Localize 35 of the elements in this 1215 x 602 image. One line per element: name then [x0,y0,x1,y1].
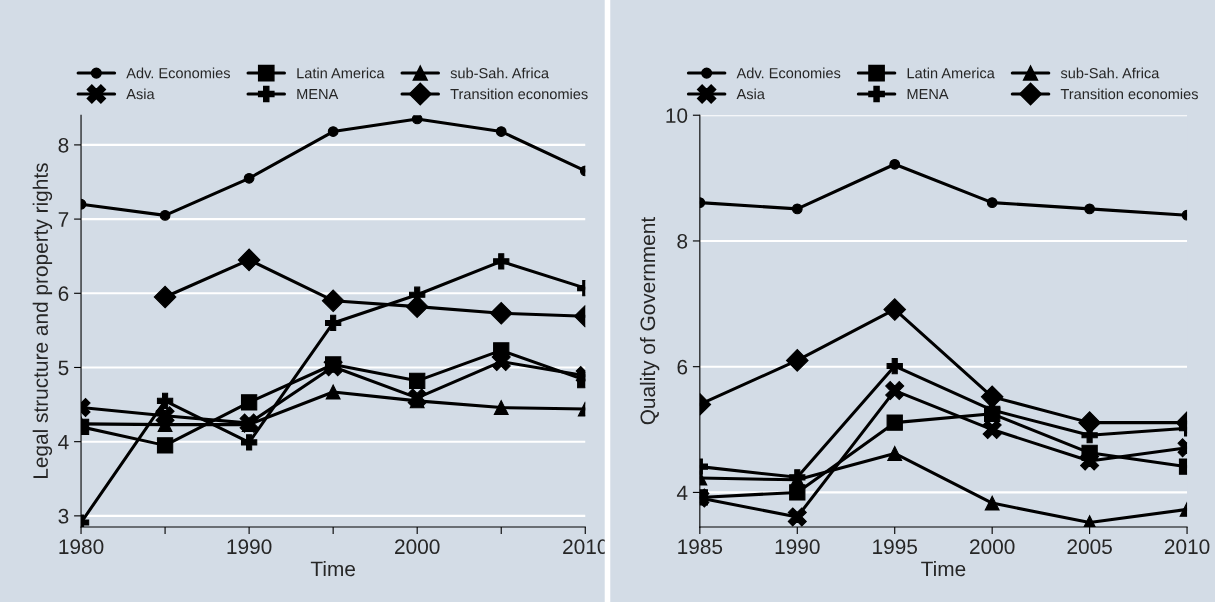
legend-label: Latin America [907,67,995,79]
y-tick-label: 8 [58,137,69,153]
y-tick-label: 6 [58,286,69,302]
legend-label: Asia [736,88,765,100]
y-tick-label: 5 [58,360,69,376]
x-tick-label: 1990 [775,539,820,555]
legend-label: Transition economies [1060,88,1198,100]
legend-label: MENA [297,89,339,100]
legend-label: sub-Sah. Africa [450,67,550,79]
legend-label: sub-Sah. Africa [1060,67,1160,79]
x-tick-label: 2010 [1164,539,1210,555]
x-tick-label: 1995 [873,539,918,555]
y-axis-title: Quality of Government [639,217,660,425]
x-tick-label: 1985 [678,539,723,555]
legend-label: Transition economies [450,88,588,100]
x-tick-label: 2000 [395,539,440,555]
y-axis-title: Legal structure and property rights [32,163,53,479]
x-tick-label: 2000 [970,539,1015,555]
x-tick-label: 2005 [1067,539,1112,555]
y-tick-label: 4 [58,434,69,450]
y-tick-label: 10 [666,108,688,123]
legend-label: Adv. Economies [126,67,231,79]
y-tick-label: 7 [58,212,69,227]
legend-label: MENA [907,89,949,100]
y-tick-label: 3 [58,508,69,524]
y-tick-label: 6 [677,359,688,375]
x-tick-label: 1990 [227,539,272,555]
legend-label: Asia [126,88,155,100]
y-tick-label: 4 [676,485,688,500]
legend-label: Latin America [297,67,385,79]
y-tick-label: 8 [677,233,688,249]
x-axis-title: Time [310,560,355,577]
x-tick-label: 1980 [59,539,104,555]
legend-label: Adv. Economies [736,67,841,79]
x-axis-title: Time [921,560,966,577]
